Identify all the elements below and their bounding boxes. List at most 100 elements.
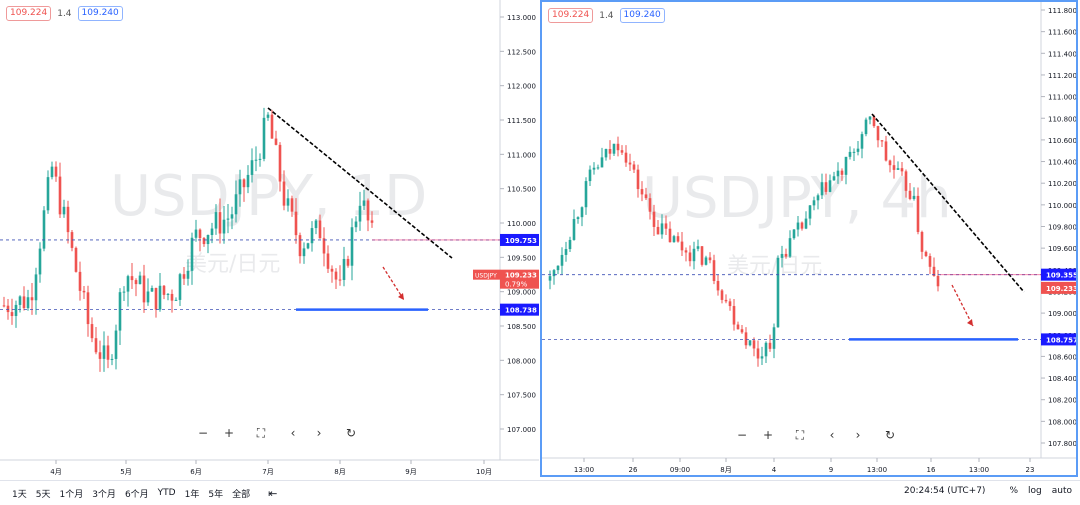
- candle: [688, 252, 692, 262]
- candle: [330, 268, 334, 272]
- buy-price-button[interactable]: 109.240: [619, 8, 665, 23]
- scroll-right-icon[interactable]: ›: [850, 427, 866, 443]
- last-price-label: 109.233: [505, 272, 537, 280]
- scroll-left-icon[interactable]: ‹: [285, 425, 301, 441]
- clock-timezone[interactable]: 20:24:54 (UTC+7): [904, 486, 986, 496]
- zoom-out-icon[interactable]: −: [195, 425, 211, 441]
- candle: [154, 287, 158, 310]
- time-tick-label: 6月: [190, 468, 201, 476]
- candle: [294, 211, 298, 236]
- candle: [896, 168, 900, 170]
- sell-price-button[interactable]: 109.224: [6, 6, 52, 21]
- refresh-icon[interactable]: ↻: [882, 427, 898, 443]
- timeframe-1y[interactable]: 1年: [184, 489, 200, 500]
- candle: [852, 151, 856, 153]
- candle: [924, 251, 928, 257]
- reset-view-icon[interactable]: ⛶: [792, 427, 808, 443]
- trendline: [267, 107, 453, 259]
- projection-arrow: [382, 266, 405, 301]
- chart-canvas-left[interactable]: 113.000 112.500 112.000 111.500 111.000 110.5…: [0, 0, 539, 480]
- timeframe-all[interactable]: 全部: [232, 489, 251, 500]
- resistance-price-label: 109.355: [1046, 272, 1076, 280]
- timeframe-5d[interactable]: 5天: [35, 489, 51, 500]
- candle: [744, 332, 748, 346]
- price-tick-label: 110.600: [1048, 137, 1076, 145]
- candle: [94, 338, 98, 353]
- timeframe-5y[interactable]: 5年: [208, 489, 224, 500]
- candle: [134, 280, 138, 285]
- candle: [322, 238, 326, 254]
- candle: [298, 235, 302, 257]
- log-toggle[interactable]: log: [1028, 486, 1042, 496]
- candle: [592, 167, 596, 170]
- scroll-right-icon[interactable]: ›: [311, 425, 327, 441]
- zoom-in-icon[interactable]: +: [221, 425, 237, 441]
- candle: [118, 292, 122, 331]
- percent-toggle[interactable]: %: [1009, 486, 1018, 496]
- price-tick-label: 110.500: [507, 186, 536, 194]
- sell-price-button[interactable]: 109.224: [548, 8, 594, 23]
- zoom-out-icon[interactable]: −: [734, 427, 750, 443]
- time-tick-label: 5月: [120, 468, 131, 476]
- candle: [556, 265, 560, 271]
- time-tick-label: 13:00: [574, 466, 594, 474]
- chart-canvas-right[interactable]: 111.800 111.600 111.400 111.200 111.000 110.8…: [542, 2, 1076, 475]
- resistance-price-label: 109.753: [505, 237, 537, 245]
- candle: [10, 312, 14, 317]
- timeframe-6m[interactable]: 6个月: [124, 489, 149, 500]
- candle: [804, 218, 808, 229]
- candle: [342, 258, 346, 280]
- reset-view-icon[interactable]: ⛶: [253, 425, 269, 441]
- candle: [656, 226, 660, 235]
- candle: [884, 141, 888, 161]
- candle: [644, 194, 648, 199]
- candle: [768, 342, 772, 349]
- candle: [660, 223, 664, 235]
- chart-pane-right[interactable]: USDJPY, 4h 美元/日元 109.224 1.4 109.240 111…: [540, 0, 1078, 477]
- candle: [864, 119, 868, 135]
- candle: [222, 219, 226, 234]
- auto-toggle[interactable]: auto: [1051, 486, 1072, 496]
- candle: [210, 228, 214, 236]
- buy-price-button[interactable]: 109.240: [77, 6, 123, 21]
- time-tick-label: 09:00: [670, 466, 690, 474]
- price-tick-label: 108.500: [507, 323, 536, 331]
- chart-navigation: − + ⛶ ‹ › ↻: [195, 425, 359, 441]
- candle: [876, 126, 880, 141]
- candle: [246, 174, 250, 188]
- candle: [190, 237, 194, 271]
- candle: [78, 271, 82, 291]
- candle: [258, 158, 262, 160]
- timeframe-ytd[interactable]: YTD: [157, 488, 176, 498]
- candle: [106, 345, 110, 360]
- candle: [836, 170, 840, 177]
- timeframe-3m[interactable]: 3个月: [92, 489, 116, 500]
- refresh-icon[interactable]: ↻: [343, 425, 359, 441]
- time-tick-label: 8月: [334, 468, 345, 476]
- candle: [86, 292, 90, 325]
- candle: [14, 304, 18, 317]
- candle: [178, 274, 182, 300]
- candle: [580, 207, 584, 218]
- candle: [868, 116, 872, 120]
- candle: [792, 229, 796, 239]
- price-tick-label: 112.000: [507, 83, 536, 91]
- date-range-icon[interactable]: ⇤: [268, 486, 278, 500]
- timeframe-1d[interactable]: 1天: [12, 489, 27, 500]
- price-tick-label: 109.600: [1048, 245, 1076, 253]
- candle: [680, 241, 684, 251]
- candle: [728, 301, 732, 307]
- candle: [302, 248, 306, 257]
- chart-pane-left[interactable]: USDJPY, 1D 美元/日元 109.224 1.4 109.240 113…: [0, 0, 539, 480]
- candle: [50, 166, 54, 178]
- scroll-left-icon[interactable]: ‹: [824, 427, 840, 443]
- candle: [784, 253, 788, 257]
- candle: [856, 148, 860, 152]
- candle: [908, 190, 912, 199]
- zoom-in-icon[interactable]: +: [760, 427, 776, 443]
- candle: [250, 160, 254, 175]
- timeframe-1m[interactable]: 1个月: [59, 489, 84, 500]
- candle: [900, 168, 904, 172]
- candle: [832, 176, 836, 181]
- candle: [266, 114, 270, 118]
